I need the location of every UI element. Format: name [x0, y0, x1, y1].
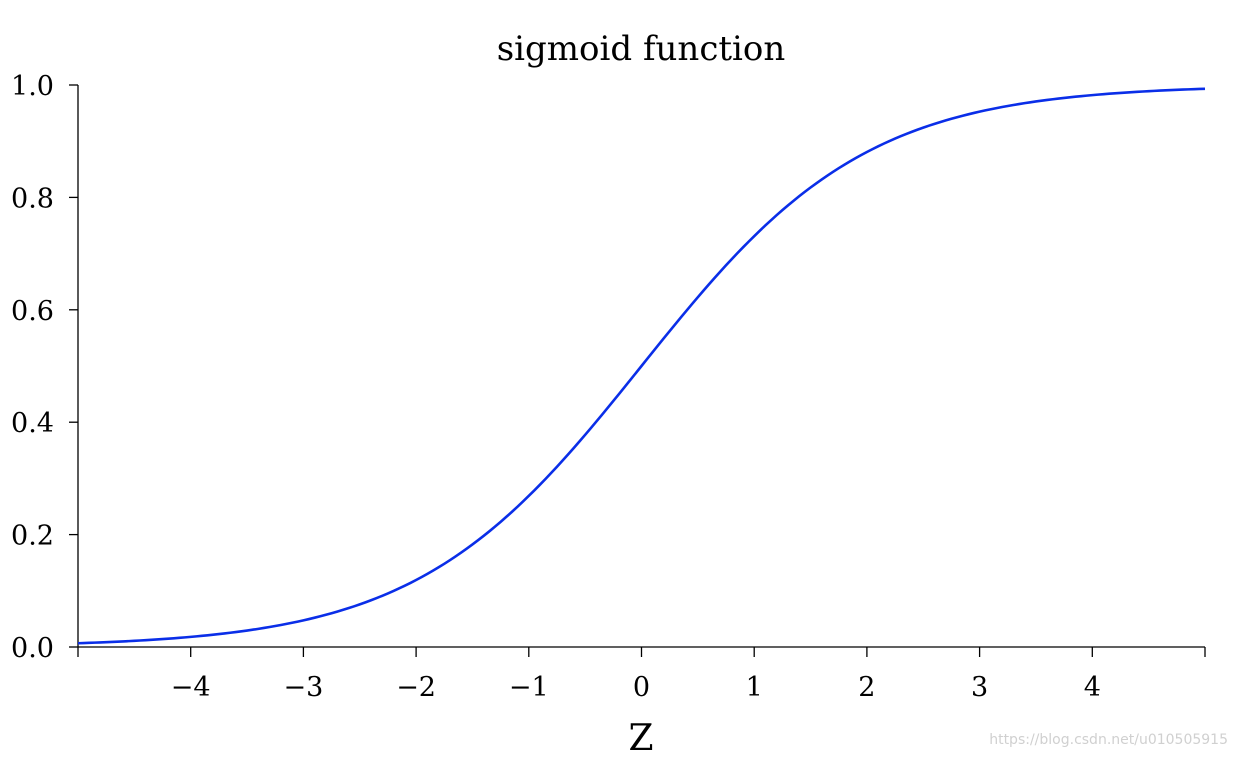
- x-tick-label: −4: [171, 672, 211, 703]
- y-axis-ticks: 0.0 0.2 0.4 0.6 0.8 1.0: [11, 71, 78, 664]
- x-tick-label: 1: [746, 672, 763, 703]
- axes: [77, 85, 1206, 657]
- x-axis-label: Z: [628, 718, 653, 758]
- y-tick-label: 0.2: [11, 521, 54, 552]
- y-tick-label: 0.8: [11, 183, 54, 214]
- watermark-text: https://blog.csdn.net/u010505915: [989, 732, 1228, 748]
- x-tick-label: −1: [509, 672, 549, 703]
- x-tick-label: 3: [971, 672, 988, 703]
- x-tick-label: −3: [283, 672, 323, 703]
- x-axis-ticks: −4 −3 −2 −1 0 1 2 3 4: [171, 647, 1101, 703]
- x-tick-label: 0: [633, 672, 650, 703]
- y-tick-label: 1.0: [11, 71, 54, 102]
- chart-title: sigmoid function: [497, 29, 786, 69]
- x-tick-label: 4: [1084, 672, 1101, 703]
- x-tick-label: −2: [396, 672, 436, 703]
- y-tick-label: 0.0: [11, 633, 54, 664]
- sigmoid-line: [77, 87, 1206, 645]
- series-group: [77, 87, 1206, 645]
- y-tick-label: 0.6: [11, 296, 54, 327]
- y-tick-label: 0.4: [11, 408, 54, 439]
- x-tick-label: 2: [858, 672, 875, 703]
